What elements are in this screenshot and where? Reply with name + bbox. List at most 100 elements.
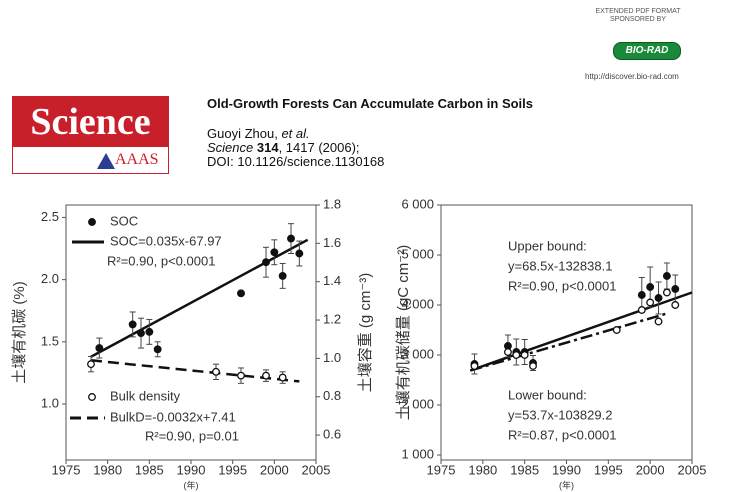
y-tick-label: 1.5: [41, 333, 59, 348]
y-tick-label: 3 000: [401, 346, 434, 361]
y2-tick-label: 1.2: [323, 311, 341, 326]
x-tick-label: 1975: [427, 462, 456, 477]
legend-marker: [88, 393, 96, 401]
x-tick-label: 1985: [135, 462, 164, 477]
citation: Science 314, 1417 (2006);: [207, 141, 360, 155]
data-point: [671, 301, 680, 309]
x-tick-label: 2005: [302, 462, 331, 477]
data-point: [278, 373, 287, 382]
y-tick-label: 2 000: [401, 396, 434, 411]
data-point: [262, 371, 270, 380]
x-tick-label: 1985: [510, 462, 539, 477]
x-tick-label: 1995: [594, 462, 623, 477]
x-tick-label: 2000: [260, 462, 289, 477]
sponsor-line: EXTENDED PDF FORMAT: [595, 8, 681, 15]
data-point: [520, 351, 529, 359]
y-tick-label: 2.0: [41, 271, 59, 286]
x-axis-label: (年): [559, 479, 574, 490]
journal-logo-box: Science AAAS: [12, 96, 169, 174]
trend-label: Upper bound:: [508, 238, 587, 253]
article-title[interactable]: Old-Growth Forests Can Accumulate Carbon…: [207, 96, 534, 111]
et-al: et al.: [281, 126, 310, 141]
journal: Science: [207, 140, 254, 155]
x-tick-label: 1975: [52, 462, 81, 477]
x-tick-label: 1980: [468, 462, 497, 477]
data-point: [137, 329, 145, 338]
legend-label: Bulk density: [110, 388, 181, 403]
doi[interactable]: DOI: 10.1126/science.1130168: [207, 154, 385, 169]
data-point: [646, 283, 655, 291]
authors: Guoyi Zhou, et al.: [207, 127, 310, 141]
author: Guoyi Zhou,: [207, 126, 278, 141]
y-tick-label: 4 000: [401, 296, 434, 311]
x-axis-label: (年): [184, 479, 199, 490]
data-point: [95, 344, 104, 352]
publisher-logo: AAAS: [115, 151, 159, 168]
x-tick-label: 1980: [93, 462, 122, 477]
y-tick-label: 6 000: [401, 196, 434, 211]
sponsor-url[interactable]: http://discover.bio-rad.com: [585, 72, 679, 81]
trend-stats: R²=0.90, p<0.0001: [508, 278, 616, 293]
trend-line: [469, 312, 668, 372]
y-tick-label: 5 000: [401, 246, 434, 261]
journal-logo: Science: [13, 97, 168, 147]
trend-stats: R²=0.90, p=0.01: [145, 428, 239, 443]
x-tick-label: 1995: [218, 462, 247, 477]
trend-stats: R²=0.90, p<0.0001: [107, 253, 215, 268]
data-point: [637, 306, 646, 314]
x-tick-label: 1990: [177, 462, 206, 477]
y2-tick-label: 0.6: [323, 427, 341, 442]
pages-year: , 1417 (2006);: [278, 140, 360, 155]
trend-equation: SOC=0.035x-67.97: [110, 233, 222, 248]
y2-tick-label: 0.8: [323, 388, 341, 403]
legend-label: SOC: [110, 213, 138, 228]
y-tick-label: 1.0: [41, 395, 59, 410]
y2-tick-label: 1.8: [323, 196, 341, 211]
trend-stats: R²=0.87, p<0.0001: [508, 427, 616, 442]
sponsor-logo[interactable]: BIO-RAD: [613, 42, 681, 60]
y-tick-label: 1 000: [401, 446, 434, 461]
legend-marker: [88, 218, 96, 226]
volume: 314: [256, 140, 279, 155]
publisher-icon: [97, 153, 115, 169]
data-point: [662, 272, 671, 280]
data-point: [287, 234, 295, 243]
data-point: [212, 367, 220, 376]
y2-tick-label: 1.4: [323, 273, 341, 288]
data-point: [637, 291, 646, 299]
x-tick-label: 1990: [552, 462, 581, 477]
data-point: [145, 327, 154, 336]
data-point: [512, 351, 521, 359]
y-tick-label: 2.5: [41, 209, 59, 224]
data-point: [278, 271, 287, 280]
x-tick-label: 2000: [636, 462, 665, 477]
data-point: [654, 294, 663, 302]
data-point: [671, 285, 680, 293]
data-point: [662, 288, 671, 297]
data-point: [529, 362, 537, 370]
data-point: [270, 248, 279, 257]
y2-tick-label: 1.0: [323, 350, 341, 365]
y-axis-label: 土壤有机碳 (%): [10, 281, 28, 384]
trend-equation: y=68.5x-132838.1: [508, 258, 612, 273]
data-point: [654, 317, 663, 326]
data-point: [87, 360, 95, 369]
trend-equation: BulkD=-0.0032x+7.41: [110, 409, 236, 424]
y-axis-label: 土壤有机碳储量 (gC cm⁻²): [394, 245, 412, 420]
data-point: [646, 298, 655, 307]
trend-label: Lower bound:: [508, 387, 587, 402]
data-point: [237, 289, 245, 298]
data-point: [237, 371, 245, 380]
sponsor-line: SPONSORED BY: [609, 16, 666, 23]
data-point: [612, 326, 621, 334]
data-point: [503, 348, 512, 356]
trend-equation: y=53.7x-103829.2: [508, 407, 612, 422]
y2-tick-label: 1.6: [323, 235, 341, 250]
data-point: [470, 362, 479, 370]
data-point: [128, 320, 137, 329]
trend-line: [90, 238, 309, 358]
data-point: [153, 345, 162, 354]
y2-axis-label: 土壤容重 (g cm⁻³): [356, 273, 374, 393]
